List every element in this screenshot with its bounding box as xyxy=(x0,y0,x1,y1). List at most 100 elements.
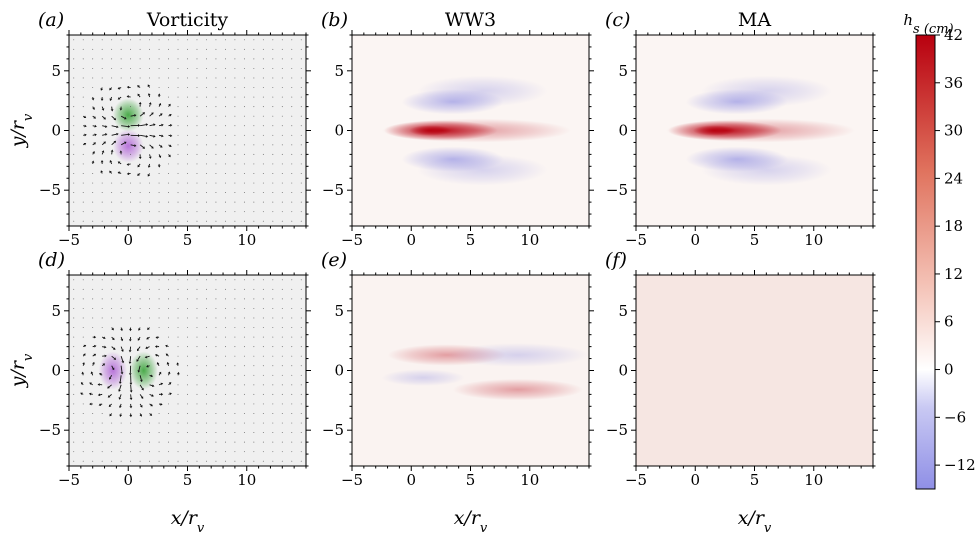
vector-dot xyxy=(196,346,198,348)
vector-dot xyxy=(196,67,198,69)
colorbar-tick-label: 0 xyxy=(944,361,954,379)
vector-arrow xyxy=(83,345,85,348)
vector-dot xyxy=(187,134,188,136)
vector-dot xyxy=(253,48,255,50)
vector-arrow-head xyxy=(154,354,158,357)
vector-dot xyxy=(281,279,283,281)
vector-arrow-head xyxy=(126,85,130,89)
vector-dot xyxy=(291,298,293,300)
vector-dot xyxy=(215,220,217,222)
vector-dot xyxy=(158,317,160,319)
vector-dot xyxy=(206,211,207,213)
vector-dot xyxy=(253,96,255,98)
vector-arrow-head xyxy=(93,353,97,357)
x-axis-label: x/rv xyxy=(738,507,772,533)
vector-arrow-head xyxy=(158,155,162,159)
vector-arrow-head xyxy=(117,171,121,175)
vector-dot xyxy=(73,48,75,50)
vector-dot xyxy=(111,441,113,443)
vector-arrow-head xyxy=(124,141,127,145)
vector-arrow-head xyxy=(118,389,121,392)
vector-dot xyxy=(206,336,207,338)
vector-dot xyxy=(243,365,245,367)
vector-dot xyxy=(291,173,293,174)
vector-dot xyxy=(130,48,132,50)
field-b xyxy=(352,35,589,226)
vector-dot xyxy=(300,288,302,290)
vector-arrow xyxy=(138,95,141,98)
vector-arrow xyxy=(101,106,104,109)
vector-dot xyxy=(158,211,160,213)
vector-dot xyxy=(272,134,274,136)
vector-arrow xyxy=(138,163,141,166)
vector-dot xyxy=(262,374,264,376)
vector-dot xyxy=(272,87,274,88)
vector-dot xyxy=(262,115,264,117)
vector-arrow-head xyxy=(89,402,92,406)
vector-dot xyxy=(139,182,141,184)
vector-dot xyxy=(234,153,236,155)
vector-dot xyxy=(291,327,293,328)
vector-dot xyxy=(281,307,283,309)
vector-dot xyxy=(224,460,226,462)
vector-arrow-head xyxy=(134,114,137,117)
vector-dot xyxy=(139,460,141,462)
vector-dot xyxy=(291,413,293,414)
vector-dot xyxy=(224,365,226,367)
vector-dot xyxy=(187,48,188,50)
vector-arrow xyxy=(92,354,95,357)
vector-dot xyxy=(177,39,179,41)
vector-arrow-head xyxy=(100,160,104,163)
vector-dot xyxy=(281,384,283,386)
vector-dot xyxy=(177,173,179,174)
vector-dot xyxy=(224,106,226,108)
vector-arrow xyxy=(92,143,95,146)
vector-arrow-head xyxy=(160,382,164,386)
vector-dot xyxy=(206,288,207,290)
vector-dot xyxy=(73,134,75,136)
vector-arrow-head xyxy=(137,173,140,176)
vector-dot xyxy=(130,192,132,194)
vector-arrow-head xyxy=(147,93,151,96)
vector-arrow xyxy=(111,141,115,146)
vector-dot xyxy=(243,327,245,328)
vector-dot xyxy=(73,58,75,60)
vector-dot xyxy=(187,432,188,434)
vector-dot xyxy=(158,451,160,453)
vector-arrow xyxy=(158,124,162,127)
vector-dot xyxy=(139,451,141,453)
vector-dot xyxy=(215,307,217,309)
vector-arrow-head xyxy=(153,134,156,138)
vector-dot xyxy=(168,163,169,165)
y-tick-label: 0 xyxy=(334,122,344,140)
vector-arrow xyxy=(138,173,141,175)
vector-arrow xyxy=(149,374,152,377)
vector-dot xyxy=(130,317,132,319)
vector-arrow xyxy=(139,327,141,330)
vector-dot xyxy=(73,201,75,203)
vector-dot xyxy=(111,192,113,194)
vector-dot xyxy=(206,192,207,194)
x-tick-label: −5 xyxy=(341,471,363,489)
vector-dot xyxy=(291,432,293,434)
panel-label: (d) xyxy=(38,249,65,271)
vector-dot xyxy=(101,77,103,79)
vector-dot xyxy=(215,182,217,184)
vector-dot xyxy=(82,106,84,108)
vector-arrow xyxy=(102,125,106,127)
vector-dot xyxy=(168,182,169,184)
vector-dot xyxy=(224,87,226,88)
vector-dot xyxy=(168,192,169,194)
vector-arrow-head xyxy=(165,344,168,348)
vector-dot xyxy=(281,96,283,98)
vector-dot xyxy=(187,317,188,319)
vector-dot xyxy=(82,48,84,50)
vector-dot xyxy=(215,192,217,194)
vector-dot xyxy=(130,153,132,155)
vector-dot xyxy=(158,39,160,41)
vector-dot xyxy=(158,58,160,60)
vector-dot xyxy=(82,192,84,194)
vector-dot xyxy=(291,441,293,443)
vector-dot xyxy=(168,220,169,222)
vector-arrow xyxy=(149,413,151,415)
